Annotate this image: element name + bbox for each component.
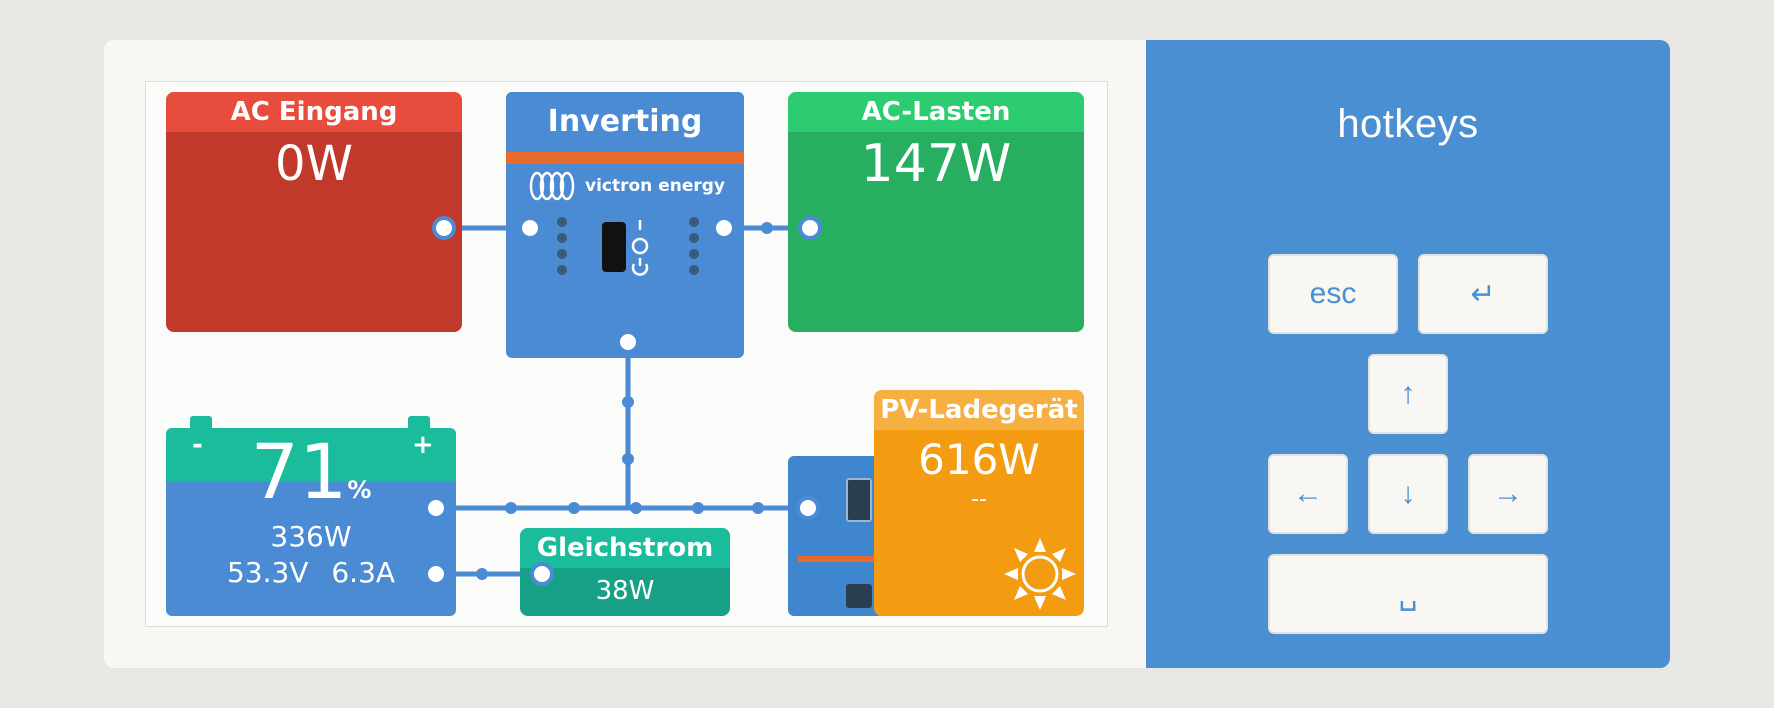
esc-key-label: esc — [1309, 277, 1357, 310]
down-key[interactable]: ↓ — [1368, 454, 1448, 534]
battery-terminal-minus — [190, 416, 212, 428]
remote-console-card: AC Eingang 0W Inverting vi — [104, 40, 1670, 668]
ac-input-box[interactable]: AC Eingang 0W — [166, 92, 462, 332]
pv-charger-power: 616W — [918, 435, 1040, 484]
space-key[interactable]: ␣ — [1268, 554, 1548, 634]
dc-power-box[interactable]: Gleichstrom 38W — [520, 528, 730, 616]
sun-icon — [1004, 538, 1076, 610]
hotkeys-title: hotkeys — [1337, 102, 1479, 146]
ac-loads-title: AC-Lasten — [788, 92, 1084, 132]
arrow-up-icon: ↑ — [1400, 377, 1416, 410]
ac-input-title: AC Eingang — [166, 92, 462, 132]
mppt-display — [846, 478, 872, 522]
space-icon: ␣ — [1398, 577, 1418, 611]
battery-plus-label: + — [412, 430, 434, 460]
connector-points — [424, 216, 822, 586]
inverter-control-panel — [557, 217, 699, 276]
pv-charger-box[interactable]: PV-Ladegerät 616W -- — [874, 390, 1084, 616]
overview-screen[interactable]: AC Eingang 0W Inverting vi — [145, 81, 1108, 627]
victron-wave-icon — [529, 171, 575, 201]
enter-key[interactable]: ↵ — [1418, 254, 1548, 334]
ac-loads-box[interactable]: AC-Lasten 147W — [788, 92, 1084, 332]
connection-lines — [436, 222, 810, 580]
battery-current: 6.3A — [331, 556, 396, 589]
victron-brand-text: victron energy — [585, 176, 725, 196]
esc-key[interactable]: esc — [1268, 254, 1398, 334]
inverter-stripe — [506, 152, 744, 164]
battery-voltage-current: 53.3V 6.3A — [166, 556, 456, 590]
console-pane: AC Eingang 0W Inverting vi — [104, 40, 1146, 668]
battery-voltage: 53.3V — [226, 556, 309, 589]
inverter-box[interactable]: Inverting victron energy — [506, 92, 744, 358]
dc-power-title: Gleichstrom — [520, 528, 730, 568]
arrow-right-icon: → — [1493, 477, 1523, 510]
battery-soc-unit: % — [347, 476, 372, 504]
enter-icon: ↵ — [1470, 277, 1496, 311]
pv-charger-state: -- — [971, 487, 987, 512]
victron-logo: victron energy — [506, 164, 744, 208]
arrow-left-icon: ← — [1293, 477, 1323, 510]
pv-charger-title: PV-Ladegerät — [874, 390, 1084, 430]
inverter-title: Inverting — [506, 92, 744, 152]
battery-soc: 71% — [166, 432, 456, 512]
ac-loads-power: 147W — [860, 134, 1012, 194]
battery-terminal-plus — [408, 416, 430, 428]
battery-soc-value: 71 — [250, 428, 348, 516]
ac-input-power: 0W — [275, 136, 353, 192]
battery-power: 336W — [270, 520, 352, 553]
dc-power-value: 38W — [595, 576, 655, 606]
battery-box[interactable]: - + 71% 336W 53.3V 6.3A — [166, 428, 456, 616]
right-key[interactable]: → — [1468, 454, 1548, 534]
battery-minus-label: - — [192, 430, 203, 460]
up-key[interactable]: ↑ — [1368, 354, 1448, 434]
mppt-device-image — [788, 456, 884, 616]
battery-header-band — [166, 428, 456, 482]
mppt-stripe — [798, 556, 874, 562]
arrow-down-icon: ↓ — [1400, 477, 1416, 510]
mppt-connector — [846, 584, 872, 608]
left-key[interactable]: ← — [1268, 454, 1348, 534]
hotkeys-panel: hotkeys esc ↵ ↑ ← ↓ → ␣ — [1146, 40, 1670, 668]
